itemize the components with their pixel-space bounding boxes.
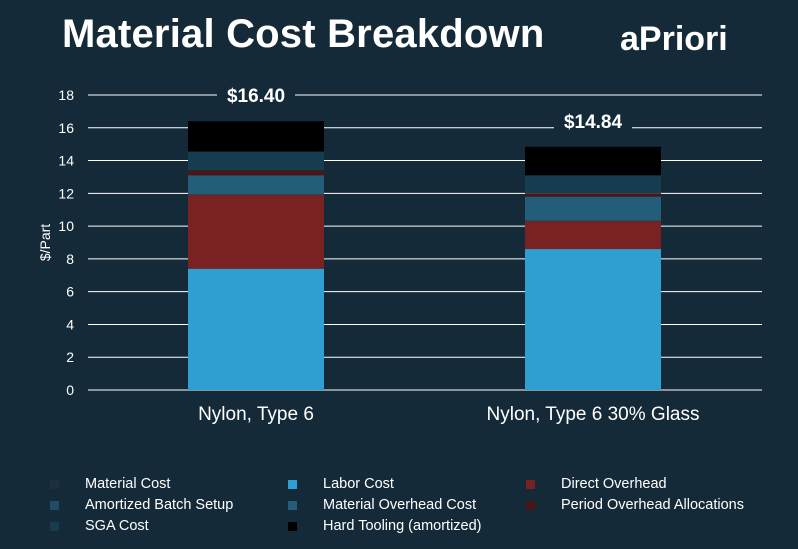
x-category-label: Nylon, Type 6 30% Glass — [487, 404, 700, 425]
y-axis-label: $/Part — [37, 224, 53, 261]
x-category-label: Nylon, Type 6 — [198, 404, 314, 425]
bar-segment-hard-tooling-amortized — [525, 146, 661, 176]
bar-segment-material-overhead-cost — [188, 175, 324, 195]
bar-segment-sga-cost — [525, 175, 661, 194]
legend-item: Hard Tooling (amortized) — [288, 516, 526, 536]
bar-segment-period-overhead-allocations — [525, 193, 661, 197]
total-label-background — [554, 108, 632, 133]
bar-segment-amortized-batch-setup — [188, 194, 324, 195]
y-tick-label: 2 — [66, 349, 74, 365]
legend-swatch — [50, 521, 59, 531]
bar-segment-amortized-batch-setup — [525, 220, 661, 222]
legend-swatch — [288, 500, 297, 510]
legend-item: Direct Overhead — [526, 474, 790, 494]
y-tick-label: 16 — [58, 120, 74, 136]
legend-item: Amortized Batch Setup — [50, 495, 288, 515]
legend-item: Material Overhead Cost — [288, 495, 526, 515]
legend-swatch — [288, 521, 297, 531]
bar-segment-labor-cost — [188, 268, 324, 390]
bar-segment-labor-cost — [525, 249, 661, 390]
y-tick-label: 10 — [58, 218, 74, 234]
legend-label: Period Overhead Allocations — [561, 497, 744, 513]
stacked-bar-chart: 0 2 4 6 8 10 12 14 16 18 $/Part $16.40 Nylon, Type 6… — [37, 83, 762, 425]
legend-swatch — [288, 479, 297, 489]
bar-segment-material-overhead-cost — [525, 196, 661, 221]
legend-label: Labor Cost — [323, 476, 394, 492]
apriori-logo: aPriori — [620, 20, 728, 58]
y-tick-label: 8 — [66, 251, 74, 267]
legend-swatch — [50, 500, 59, 510]
chart-title: Material Cost Breakdown — [62, 12, 545, 56]
bar-total-label: $14.84 — [564, 112, 623, 133]
legend-item: Period Overhead Allocations — [526, 495, 790, 515]
legend-label: Amortized Batch Setup — [85, 497, 234, 513]
bar-segment-period-overhead-allocations — [188, 170, 324, 176]
bar-total-label: $16.40 — [227, 86, 285, 107]
legend-swatch — [526, 479, 535, 489]
bar-segment-direct-overhead — [525, 221, 661, 250]
y-tick-label: 4 — [66, 316, 74, 332]
chart-legend: Material Cost Labor Cost Direct Overhead Am… — [50, 474, 790, 536]
legend-item: Labor Cost — [288, 474, 526, 494]
bar-segment-hard-tooling-amortized — [188, 121, 324, 152]
y-tick-label: 12 — [58, 185, 74, 201]
legend-label: Material Overhead Cost — [323, 497, 477, 513]
y-tick-label: 6 — [66, 284, 74, 300]
y-tick-label: 0 — [66, 382, 74, 398]
legend-swatch — [526, 500, 535, 510]
legend-label: SGA Cost — [85, 518, 149, 534]
legend-label: Material Cost — [85, 476, 171, 492]
bar-segment-direct-overhead — [188, 194, 324, 269]
legend-label: Direct Overhead — [561, 476, 667, 492]
legend-swatch — [50, 479, 59, 489]
total-label-background — [217, 83, 295, 108]
y-tick-label: 14 — [58, 153, 74, 169]
legend-item: Material Cost — [50, 474, 288, 494]
bar-segment-sga-cost — [188, 151, 324, 171]
legend-label: Hard Tooling (amortized) — [323, 518, 482, 534]
legend-item: SGA Cost — [50, 516, 288, 536]
y-tick-label: 18 — [58, 87, 74, 103]
